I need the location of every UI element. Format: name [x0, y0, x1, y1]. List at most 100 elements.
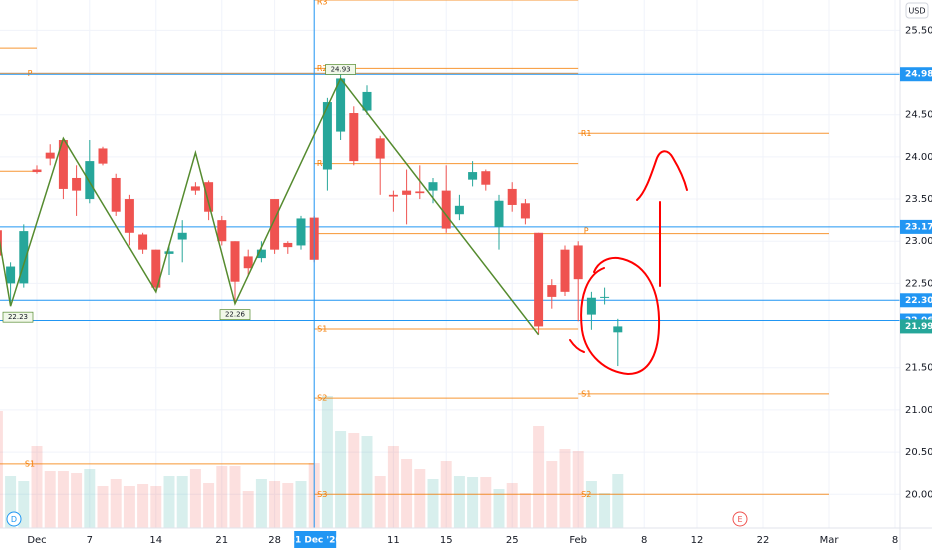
volume-bar	[414, 469, 426, 528]
candle-body	[428, 182, 438, 191]
volume-bar	[572, 451, 584, 528]
candle-body	[124, 199, 134, 233]
y-tick-label: 23.00	[905, 236, 932, 247]
y-tick-label: 23.50	[905, 194, 932, 205]
candle-body	[111, 177, 121, 212]
candle-body	[494, 200, 504, 227]
candle-body	[441, 190, 451, 229]
x-tick-label: 8	[641, 535, 647, 546]
volume-bar	[374, 476, 386, 528]
price-label: 24.98	[905, 70, 932, 80]
candle-body	[32, 169, 42, 173]
candle-body	[204, 182, 214, 212]
y-tick-label: 25.50	[905, 25, 932, 36]
volume-bar	[57, 471, 69, 528]
pivot-label: S3	[317, 490, 327, 499]
pivot-label: S1	[317, 324, 327, 333]
candle-body	[375, 138, 385, 159]
candle-body	[6, 266, 16, 284]
circle-tail	[569, 339, 585, 353]
candle-body	[454, 205, 464, 215]
y-tick-label: 22.50	[905, 278, 932, 289]
volume-bar	[110, 479, 122, 528]
volume-bar	[163, 476, 175, 528]
zigzag-label: 24.93	[331, 65, 351, 73]
volume-bar	[321, 396, 333, 528]
x-tick-label: 21	[215, 535, 228, 546]
candle-body	[98, 148, 108, 164]
candle-body	[613, 326, 623, 333]
volume-bar	[137, 484, 149, 528]
circle-annotation	[580, 256, 661, 376]
x-tick-label: 28	[268, 535, 281, 546]
candle-body	[322, 102, 332, 170]
pivot-label: S1	[581, 389, 591, 398]
crosshair-label-box	[294, 531, 337, 548]
candle-body	[573, 245, 583, 280]
zigzag-label-box	[325, 64, 356, 75]
volume-bar	[150, 486, 162, 528]
y-tick-label: 21.50	[905, 363, 932, 374]
event-marker[interactable]	[732, 511, 748, 527]
price-label: 22.30	[905, 296, 932, 306]
volume-bar	[559, 449, 571, 528]
volume-bar	[453, 476, 465, 528]
candle-body	[45, 152, 55, 159]
event-label: E	[737, 515, 742, 524]
volume-bar	[176, 476, 188, 528]
x-tick-label: 31 Dec '20	[289, 536, 342, 546]
volume-bar	[255, 479, 267, 528]
y-tick-label: 20.00	[905, 489, 932, 500]
candle-body	[0, 230, 2, 256]
x-tick-label: Feb	[569, 535, 587, 546]
candle-body	[534, 232, 544, 327]
candle-body	[402, 190, 412, 195]
candle-body	[481, 171, 491, 185]
volume-bar	[31, 446, 43, 528]
last-price-label: 21.99	[905, 322, 932, 332]
zigzag-label: 22.26	[225, 311, 246, 319]
volume-bar	[71, 473, 83, 528]
pivot-label: S2	[581, 490, 591, 499]
event-label: D	[11, 515, 17, 524]
candle-body	[586, 297, 596, 315]
volume-bar	[506, 483, 518, 528]
candle-body	[415, 191, 425, 194]
volume-bar	[348, 433, 360, 528]
candle-body	[177, 232, 187, 240]
candle-body	[283, 242, 293, 248]
zigzag-label: 22.23	[8, 313, 28, 321]
volume-bar	[216, 466, 228, 528]
pivot-label: S1	[25, 459, 35, 468]
candle-body	[151, 249, 161, 288]
currency: USD	[908, 7, 925, 16]
candle-body	[547, 285, 557, 297]
candle-body	[138, 234, 148, 250]
x-tick-label: Dec	[27, 535, 46, 546]
candle-body	[256, 249, 266, 259]
volume-bar	[467, 477, 479, 528]
currency-box[interactable]	[905, 2, 929, 19]
volume-bar	[123, 486, 135, 528]
candle-body	[362, 91, 372, 111]
volume-bar	[44, 471, 56, 528]
last-price-box	[900, 319, 932, 334]
hand-drawing	[569, 150, 688, 376]
pivot-label: P	[28, 69, 33, 78]
pivot-label: S2	[317, 394, 327, 403]
volume-bar	[519, 493, 531, 528]
volume-bar	[361, 436, 373, 528]
volume-bar	[18, 481, 30, 528]
volume-bar	[427, 479, 439, 528]
y-tick-label: 20.50	[905, 447, 932, 458]
price-label: 23.17	[905, 222, 932, 232]
volume-bar	[84, 469, 96, 528]
volume-bar	[599, 493, 611, 528]
volume-bar	[282, 483, 294, 528]
candle-body	[270, 199, 280, 250]
pivot-label: P	[584, 227, 589, 236]
candle-body	[58, 140, 68, 189]
event-marker[interactable]	[6, 511, 22, 527]
x-tick-label: 22	[757, 535, 770, 546]
x-tick-label: 12	[691, 535, 704, 546]
